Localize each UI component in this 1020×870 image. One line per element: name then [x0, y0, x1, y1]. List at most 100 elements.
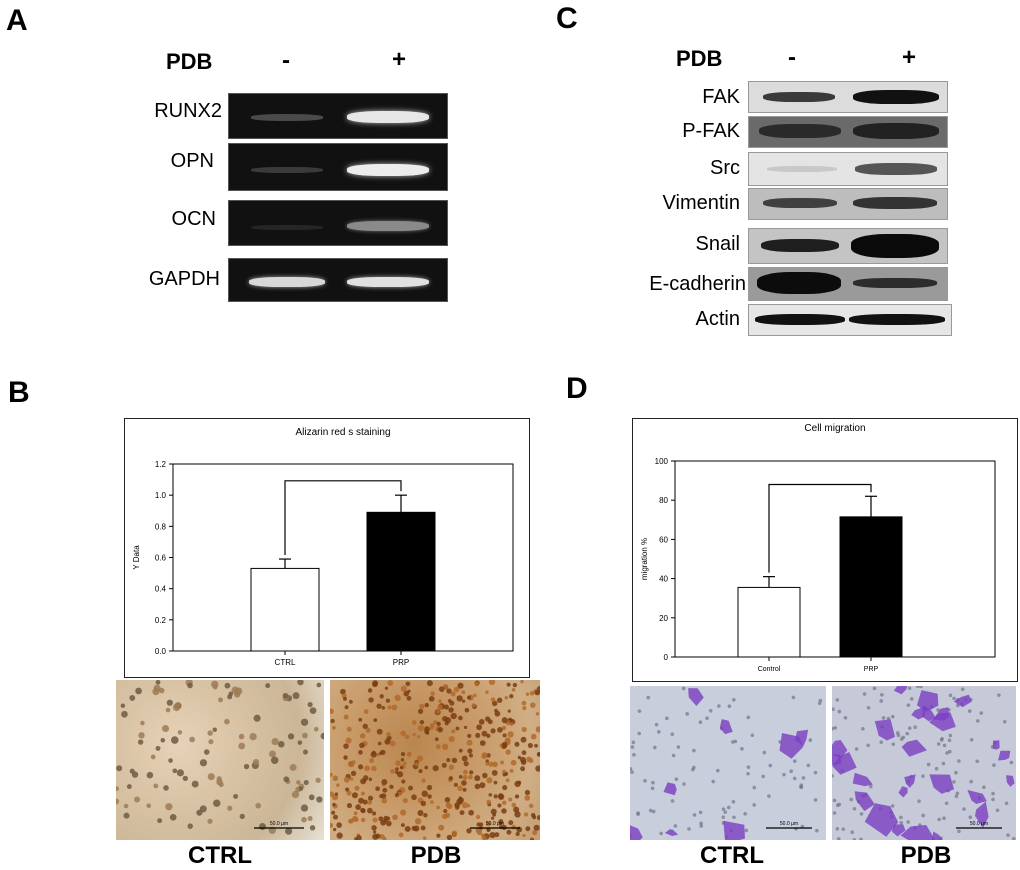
cell-nucleus — [394, 792, 400, 798]
cell-nucleus — [365, 727, 371, 733]
cell-nucleus — [255, 802, 262, 809]
cell-nucleus — [150, 754, 156, 760]
cell-nucleus — [291, 790, 300, 799]
membrane-pore — [832, 774, 834, 778]
cell-nucleus — [372, 817, 378, 823]
caption-d-ctrl: CTRL — [700, 842, 764, 869]
migrated-cell — [911, 706, 926, 720]
membrane-pore — [746, 715, 751, 720]
cell-nucleus — [155, 745, 161, 751]
cell-nucleus — [514, 811, 521, 818]
cell-nucleus — [505, 749, 511, 755]
cell-nucleus — [116, 786, 120, 792]
membrane-pore — [762, 750, 767, 755]
cell-nucleus — [524, 795, 531, 801]
membrane-pore — [699, 824, 704, 828]
blot-vimentin — [748, 188, 948, 220]
cell-nucleus — [441, 743, 449, 750]
cell-nucleus — [172, 768, 178, 774]
membrane-pore — [723, 810, 728, 814]
cell-nucleus — [536, 815, 540, 821]
cell-nucleus — [479, 782, 486, 789]
cell-nucleus — [525, 826, 531, 832]
membrane-pore — [917, 799, 921, 803]
cell-nucleus — [332, 775, 339, 782]
cell-nucleus — [533, 824, 540, 831]
y-tick-label: 0.0 — [155, 647, 167, 656]
cell-nucleus — [435, 709, 441, 714]
cell-nucleus — [530, 733, 537, 740]
band-gapdh-pdb — [347, 277, 429, 287]
migrated-cell — [852, 772, 873, 787]
cell-nucleus — [377, 741, 382, 746]
caption-b-pdb: PDB — [410, 842, 462, 869]
membrane-pore — [806, 763, 811, 768]
gel-ocn — [228, 200, 448, 246]
cell-nucleus — [350, 770, 357, 777]
protein-label-e-cadherin: E-cadherin — [649, 273, 746, 295]
cell-nucleus — [457, 682, 464, 689]
y-tick-label: 1.0 — [155, 491, 167, 500]
membrane-pore — [630, 745, 635, 749]
membrane-pore — [962, 807, 966, 811]
cell-nucleus — [367, 800, 373, 805]
cell-nucleus — [371, 825, 377, 831]
cell-nucleus — [422, 836, 427, 840]
cell-nucleus — [493, 780, 498, 785]
cell-nucleus — [477, 830, 482, 836]
membrane-pore — [740, 747, 744, 751]
membrane-pore — [901, 735, 906, 740]
cell-nucleus — [297, 680, 304, 686]
cell-nucleus — [467, 695, 472, 700]
membrane-pore — [852, 838, 857, 840]
cell-nucleus — [316, 796, 323, 803]
migrated-cell — [688, 688, 704, 706]
membrane-pore — [879, 740, 884, 744]
cell-nucleus — [450, 691, 456, 697]
cell-nucleus — [432, 765, 439, 772]
cell-nucleus — [386, 816, 391, 821]
panel-a-letter: A — [6, 4, 28, 37]
membrane-pore — [659, 831, 663, 836]
migrated-cell — [998, 750, 1011, 761]
membrane-pore — [837, 709, 842, 714]
cell-nucleus — [476, 814, 481, 820]
membrane-pore — [906, 703, 911, 707]
cell-nucleus — [385, 698, 390, 703]
membrane-pore — [671, 753, 676, 758]
cell-nucleus — [461, 755, 468, 762]
cell-nucleus — [527, 742, 533, 749]
membrane-pore — [997, 693, 1001, 697]
cell-nucleus — [511, 802, 517, 808]
cell-nucleus — [475, 732, 481, 738]
cell-nucleus — [400, 730, 406, 737]
migrated-cell — [967, 789, 987, 804]
membrane-pore — [746, 765, 751, 769]
cell-nucleus — [165, 707, 171, 713]
cell-nucleus — [331, 725, 336, 730]
cell-nucleus — [380, 793, 387, 799]
membrane-pore — [934, 766, 939, 771]
membrane-pore — [913, 725, 917, 730]
membrane-pore — [651, 809, 656, 814]
cell-nucleus — [346, 790, 352, 796]
cell-nucleus — [381, 779, 388, 785]
cell-nucleus — [400, 685, 407, 692]
membrane-pore — [832, 707, 835, 711]
membrane-pore — [960, 687, 965, 692]
cell-nucleus — [414, 762, 419, 767]
cell-nucleus — [400, 752, 406, 757]
cell-nucleus — [199, 759, 208, 767]
cell-nucleus — [296, 780, 301, 785]
membrane-pore — [975, 759, 980, 764]
cell-nucleus — [419, 703, 425, 710]
cell-nucleus — [479, 740, 486, 746]
membrane-pore — [859, 837, 863, 840]
gene-label-ocn: OCN — [171, 208, 216, 230]
caption-d-pdb: PDB — [900, 842, 952, 869]
cell-nucleus — [391, 704, 398, 711]
band-fak-pdb — [853, 90, 939, 104]
cell-nucleus — [373, 718, 378, 723]
cell-nucleus — [330, 822, 334, 828]
cell-nucleus — [372, 811, 377, 816]
